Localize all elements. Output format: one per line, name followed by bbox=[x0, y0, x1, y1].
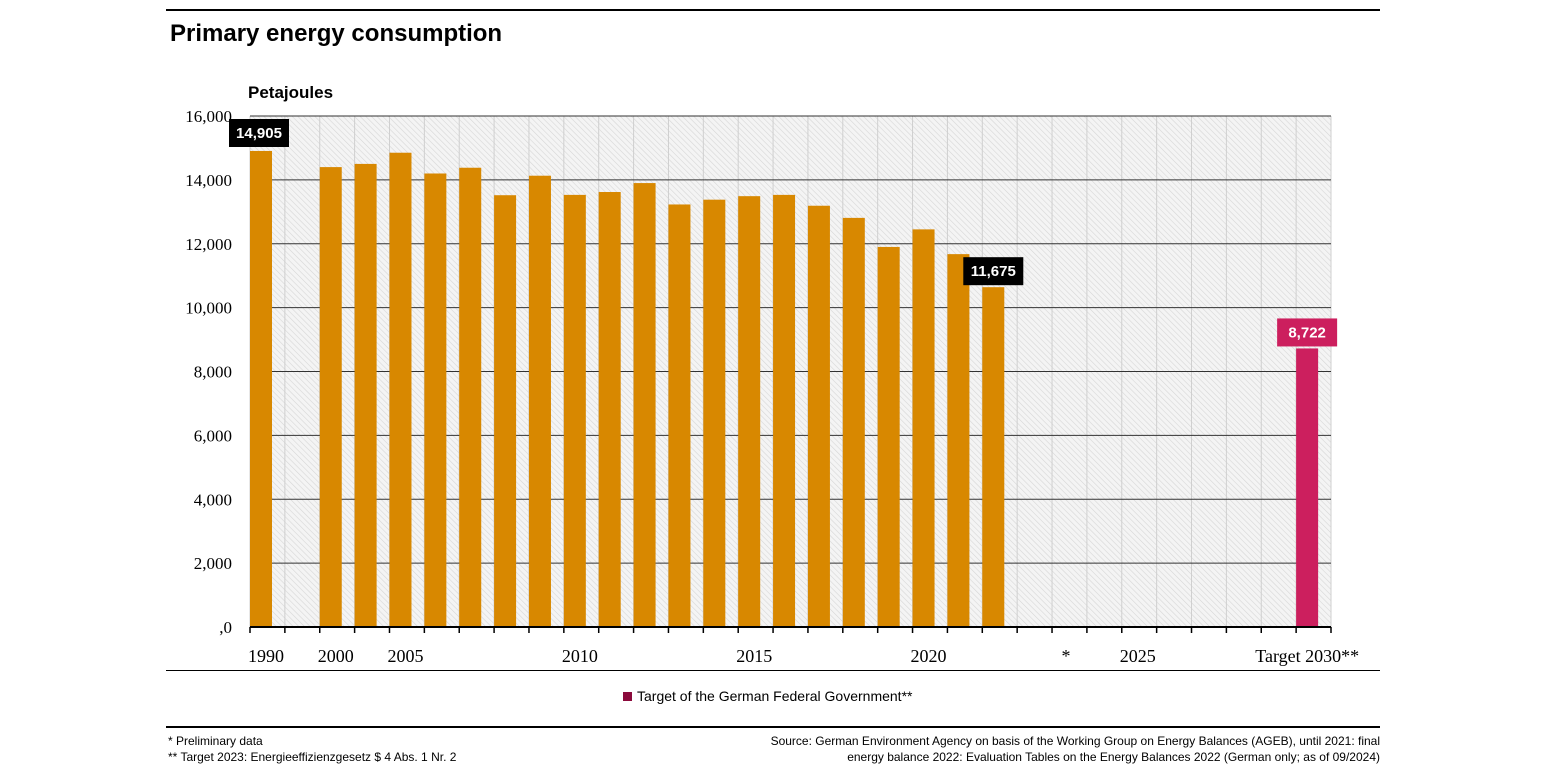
y-tick-label: 12,000 bbox=[185, 235, 232, 254]
y-axis-label: Petajoules bbox=[248, 83, 333, 102]
footnote-target: ** Target 2023: Energieeffizienzgesetz $… bbox=[168, 750, 457, 764]
footnote-preliminary: * Preliminary data bbox=[168, 734, 263, 748]
y-tick-label: 2,000 bbox=[194, 554, 232, 573]
bar bbox=[563, 194, 586, 627]
bar bbox=[703, 199, 726, 627]
y-tick-label: 8,000 bbox=[194, 363, 232, 382]
y-tick-label: 4,000 bbox=[194, 490, 232, 509]
bar bbox=[982, 287, 1005, 627]
y-tick-label: 16,000 bbox=[185, 107, 232, 126]
bar bbox=[947, 254, 970, 627]
data-label: 14,905 bbox=[236, 125, 282, 142]
data-label-box bbox=[963, 257, 1024, 286]
x-tick-label: 2025 bbox=[1120, 646, 1156, 666]
data-label: 8,722 bbox=[1288, 324, 1326, 341]
chart-bottom-rule bbox=[166, 670, 1380, 671]
bar bbox=[912, 229, 935, 628]
data-label-box bbox=[229, 119, 289, 147]
bar bbox=[1296, 348, 1319, 627]
y-tick-label: 14,000 bbox=[185, 171, 232, 190]
bar bbox=[528, 175, 551, 627]
x-tick-label: Target 2030** bbox=[1255, 646, 1359, 666]
bar bbox=[459, 167, 482, 627]
x-tick-label: * bbox=[1062, 646, 1071, 666]
bar bbox=[773, 194, 796, 627]
bar bbox=[598, 192, 621, 628]
source-line-1: Source: German Environment Agency on bas… bbox=[770, 734, 1380, 748]
chart-title: Primary energy consumption bbox=[170, 20, 503, 47]
x-tick-label: 1990 bbox=[248, 646, 284, 666]
bar bbox=[389, 152, 412, 627]
bar-chart: 1990 2000 2005 2010 2015 2020 * 2025 Target 2030… bbox=[185, 83, 1359, 666]
bar bbox=[877, 246, 900, 627]
x-axis: 1990 2000 2005 2010 2015 2020 * 2025 Target 2030… bbox=[248, 626, 1359, 666]
bars bbox=[250, 150, 1319, 628]
legend-swatch bbox=[623, 691, 632, 701]
top-rule bbox=[166, 9, 1380, 11]
bar bbox=[807, 205, 830, 627]
y-tick-label: 6,000 bbox=[194, 426, 232, 445]
footer-rule bbox=[166, 726, 1380, 728]
bar bbox=[250, 150, 272, 627]
bar bbox=[319, 167, 342, 627]
source-line-2: energy balance 2022: Evaluation Tables o… bbox=[847, 750, 1380, 764]
x-tick-label: 2015 bbox=[736, 646, 772, 666]
footnotes-left: * Preliminary data ** Target 2023: Energ… bbox=[168, 733, 456, 765]
x-tick-label: 2000 bbox=[318, 646, 354, 666]
bar bbox=[633, 183, 656, 627]
x-tick-label: 2020 bbox=[911, 646, 947, 666]
bar bbox=[668, 204, 691, 628]
source-note: Source: German Environment Agency on bas… bbox=[771, 733, 1380, 765]
bar bbox=[354, 163, 377, 627]
bar bbox=[738, 196, 761, 627]
data-label-box bbox=[1277, 318, 1338, 347]
y-tick-label: ,0 bbox=[219, 618, 232, 637]
y-axis: ,0 2,000 4,000 6,000 8,000 10,000 12,000 14,000… bbox=[185, 107, 232, 637]
legend: Target of the German Federal Government*… bbox=[623, 688, 912, 704]
y-tick-label: 10,000 bbox=[185, 299, 232, 318]
bar bbox=[424, 173, 447, 628]
x-tick-label: 2005 bbox=[387, 646, 423, 666]
x-tick-label: 2010 bbox=[562, 646, 598, 666]
bar bbox=[842, 217, 865, 628]
bar bbox=[494, 195, 517, 627]
data-labels: 14,905 11,675 8,722 bbox=[229, 119, 1338, 347]
legend-label: Target of the German Federal Government*… bbox=[637, 688, 913, 704]
data-label: 11,675 bbox=[971, 263, 1016, 280]
